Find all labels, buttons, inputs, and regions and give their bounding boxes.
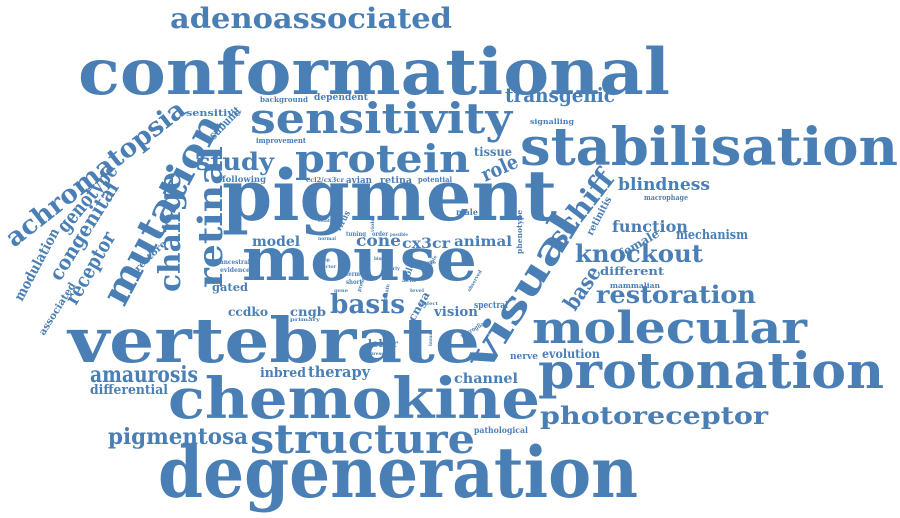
- word: model: [252, 234, 300, 250]
- word: cx3cr: [402, 236, 451, 252]
- word: binding: [374, 256, 392, 262]
- word: background: [260, 95, 308, 104]
- word: retina: [380, 176, 412, 186]
- word: ccl2/cx3cr: [306, 177, 345, 184]
- word: different: [600, 265, 665, 278]
- word: vector: [319, 264, 336, 270]
- word: order: [372, 231, 389, 238]
- word: avian: [346, 176, 372, 186]
- word: tissue: [474, 145, 512, 159]
- word: conformational: [78, 35, 670, 110]
- word: leber: [368, 339, 399, 350]
- word: early: [386, 266, 401, 272]
- word: possible: [390, 232, 408, 238]
- word: domain: [382, 283, 391, 304]
- word: differential: [90, 383, 168, 398]
- word: signalling: [530, 117, 574, 126]
- word: protonation: [538, 341, 884, 400]
- word: defect: [420, 301, 439, 307]
- word: primary: [290, 317, 321, 323]
- word: wave: [313, 257, 330, 264]
- word: therapy: [308, 363, 371, 381]
- word: improvement: [256, 136, 307, 145]
- word: nerve: [510, 352, 538, 362]
- word: following: [222, 174, 266, 184]
- word: tuning: [346, 231, 367, 238]
- word: chemokine: [168, 366, 540, 432]
- word: dependent: [314, 93, 369, 103]
- word: human: [428, 330, 434, 346]
- word: structure: [250, 416, 475, 463]
- word: vertebrate: [66, 304, 480, 377]
- word: restoration: [596, 280, 756, 309]
- word: evidence: [220, 267, 250, 274]
- word: violet: [370, 215, 376, 233]
- word: stabilisation: [520, 117, 898, 178]
- word: present: [370, 351, 391, 357]
- word: basis: [330, 290, 405, 320]
- word: photoreceptor: [540, 401, 768, 430]
- word: gene: [334, 288, 348, 294]
- word: pigmentosa: [108, 424, 248, 450]
- word: mouse: [242, 225, 477, 295]
- word: potential: [418, 175, 452, 184]
- word: sensitive: [186, 109, 241, 119]
- word: change: [153, 172, 188, 292]
- word: pigment: [222, 154, 557, 237]
- word: short: [346, 279, 362, 286]
- word: cone: [356, 231, 401, 250]
- word: phenotype: [515, 209, 524, 254]
- word: transgenic: [505, 83, 615, 107]
- word: inbred: [260, 366, 306, 381]
- word: mechanism: [676, 228, 748, 243]
- word: gated: [212, 281, 248, 294]
- word: mammalian: [610, 281, 660, 290]
- word: molecular: [532, 303, 808, 354]
- word: evolution: [542, 347, 600, 361]
- word: amaurosis: [90, 362, 198, 388]
- word: related: [318, 218, 336, 224]
- word: spectral: [474, 301, 508, 311]
- word: knockout: [575, 239, 703, 268]
- word: protein: [295, 136, 470, 181]
- word: cngb: [290, 305, 326, 319]
- word: adenoassociated: [170, 2, 452, 35]
- word: ccdko: [228, 305, 268, 319]
- word: study: [196, 147, 275, 176]
- word: retinal: [191, 146, 231, 288]
- word: pathological: [474, 425, 528, 435]
- word: ancestral: [220, 259, 251, 266]
- word: function: [612, 217, 688, 236]
- word: normal: [318, 236, 336, 242]
- word: severe: [420, 260, 436, 266]
- word: sensitivity: [250, 94, 514, 143]
- word: macrophage: [644, 193, 688, 202]
- word: animal: [454, 234, 512, 250]
- word: male: [456, 207, 478, 217]
- word: term: [346, 271, 361, 278]
- word: acid: [402, 278, 417, 284]
- word: level: [410, 288, 424, 294]
- word: blindness: [618, 175, 710, 195]
- word: channel: [454, 371, 518, 387]
- word: vision: [433, 305, 479, 320]
- word: degeneration: [158, 431, 638, 514]
